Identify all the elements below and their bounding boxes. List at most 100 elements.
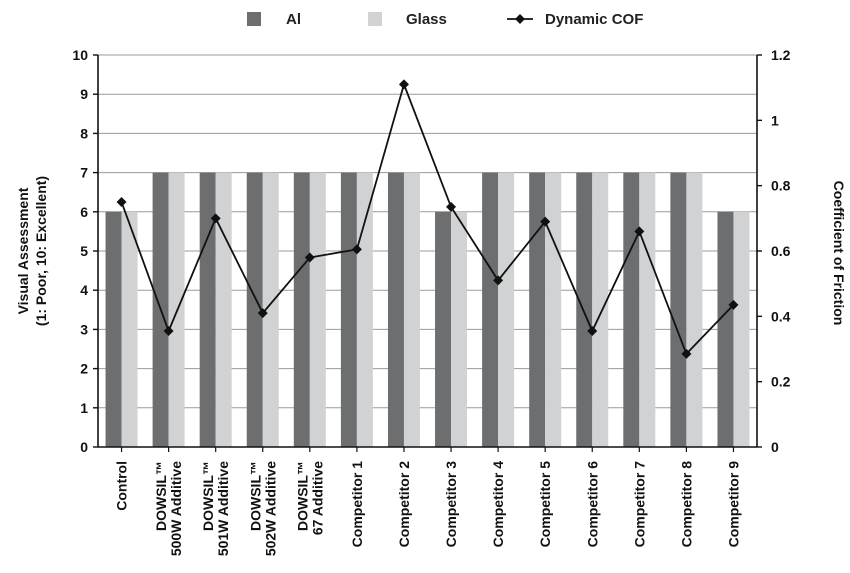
category-label: Competitor 8 xyxy=(678,461,694,548)
cof-point xyxy=(351,244,362,255)
category-label-line: Competitor 7 xyxy=(631,461,647,548)
legend-swatch xyxy=(247,12,261,26)
cof-series-line xyxy=(120,81,735,356)
category-label-line: Competitor 6 xyxy=(584,461,600,548)
right-tick-label: 0 xyxy=(771,439,779,455)
bar-glass xyxy=(545,172,562,447)
category-label-line: DOWSIL™ xyxy=(247,461,263,531)
category-label: Competitor 1 xyxy=(349,461,365,548)
cof-point xyxy=(398,79,409,90)
bar-al xyxy=(105,211,122,447)
category-label: DOWSIL™ 501W Additive xyxy=(200,461,231,556)
legend-swatch xyxy=(368,12,382,26)
left-tick-label: 0 xyxy=(80,439,88,455)
bar-glass xyxy=(403,172,420,447)
left-tick-label: 9 xyxy=(80,86,88,102)
legend-marker xyxy=(515,14,525,24)
category-label-line: Competitor 4 xyxy=(490,461,506,548)
bar-al xyxy=(435,211,452,447)
legend: Al Glass Dynamic COF xyxy=(247,11,643,28)
right-tick-label: 1.2 xyxy=(771,47,791,63)
bar-glass xyxy=(356,172,373,447)
cof-line xyxy=(116,79,739,359)
legend-label: Al xyxy=(286,11,301,28)
cof-point xyxy=(681,348,692,359)
category-label: Competitor 4 xyxy=(490,461,506,548)
category-label: Control xyxy=(114,461,130,511)
left-tick-label: 3 xyxy=(80,321,88,337)
cof-point xyxy=(304,252,315,263)
category-label-line: DOWSIL™ xyxy=(200,461,216,531)
cof-point xyxy=(493,275,504,286)
left-tick-label: 8 xyxy=(80,125,88,141)
category-label-line: Competitor 3 xyxy=(443,461,459,548)
bar-al xyxy=(576,172,593,447)
axis-titles: Visual Assessment (1: Poor, 10: Excellent… xyxy=(15,176,847,326)
bar-glass xyxy=(451,211,468,447)
category-label-line: Competitor 9 xyxy=(725,461,741,548)
category-label: Competitor 5 xyxy=(537,461,553,548)
category-label-line: Competitor 5 xyxy=(537,461,553,548)
left-tick-label: 7 xyxy=(80,165,88,181)
bar-glass xyxy=(639,172,656,447)
category-label: Competitor 2 xyxy=(396,461,412,548)
category-label: DOWSIL™ 500W Additive xyxy=(153,461,184,556)
category-label: DOWSIL™ 502W Additive xyxy=(247,461,278,556)
bar-al xyxy=(293,172,310,447)
cof-point xyxy=(446,201,457,212)
cof-point xyxy=(116,197,127,207)
bar-glass xyxy=(592,172,609,447)
bar-al xyxy=(717,211,734,447)
left-tick-label: 10 xyxy=(72,47,88,63)
cof-point xyxy=(257,308,268,319)
right-axis-title: Coefficient of Friction xyxy=(831,181,847,326)
category-labels: Control DOWSIL™ 500W Additive DOWSIL™ 501W A… xyxy=(114,461,742,556)
bar-al xyxy=(199,172,216,447)
bar-al xyxy=(387,172,404,447)
bar-glass xyxy=(121,211,138,447)
left-axis-title: Visual Assessment xyxy=(15,187,31,314)
bar-glass xyxy=(215,172,232,447)
category-label-line: 500W Additive xyxy=(168,461,184,556)
axes xyxy=(93,54,762,452)
bar-glass xyxy=(733,211,750,447)
category-label-line: Control xyxy=(114,461,130,511)
cof-point xyxy=(634,226,645,237)
gridlines xyxy=(98,54,757,409)
category-label: Competitor 3 xyxy=(443,461,459,548)
left-tick-label: 2 xyxy=(80,361,88,377)
bar-glass xyxy=(686,172,703,447)
category-label-line: DOWSIL™ xyxy=(153,461,169,531)
cof-point xyxy=(163,326,174,337)
cof-point xyxy=(540,216,551,227)
legend-label: Glass xyxy=(406,11,447,28)
left-axis-title: (1: Poor, 10: Excellent) xyxy=(33,176,49,326)
legend-label: Dynamic COF xyxy=(545,11,643,28)
category-label: DOWSIL™ 67 Additive xyxy=(294,461,325,535)
bar-al xyxy=(529,172,546,447)
cof-point xyxy=(587,326,598,337)
left-tick-label: 6 xyxy=(80,204,88,220)
cof-point xyxy=(728,299,739,310)
category-label-line: Competitor 8 xyxy=(678,461,694,548)
bar-glass xyxy=(309,172,326,447)
category-label: Competitor 6 xyxy=(584,461,600,548)
category-label-line: 67 Additive xyxy=(309,461,325,535)
category-label-line: Competitor 1 xyxy=(349,461,365,548)
bar-glass xyxy=(262,172,279,447)
tick-labels: 0 1 2 3 4 5 6 7 8 9 10 0 0.2 0.4 0.6 0.8 1 1.2 xyxy=(72,47,790,455)
category-label-line: 501W Additive xyxy=(215,461,231,556)
right-tick-label: 0.8 xyxy=(771,178,791,194)
category-label: Competitor 7 xyxy=(631,461,647,548)
bar-al xyxy=(340,172,357,447)
bar-al xyxy=(482,172,499,447)
bar-al xyxy=(623,172,640,447)
category-label-line: Competitor 2 xyxy=(396,461,412,548)
right-tick-label: 0.6 xyxy=(771,243,791,259)
left-tick-label: 1 xyxy=(80,400,88,416)
bar-al xyxy=(246,172,263,447)
right-tick-label: 0.4 xyxy=(771,308,791,324)
right-tick-label: 1 xyxy=(771,112,779,128)
left-tick-label: 5 xyxy=(80,243,88,259)
